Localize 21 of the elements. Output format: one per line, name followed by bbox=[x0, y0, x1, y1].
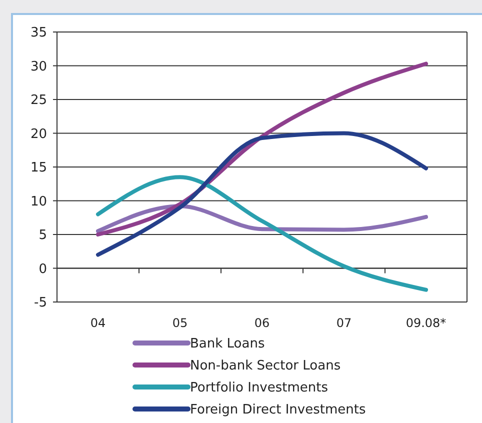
y-tick-label: 0 bbox=[38, 262, 47, 277]
line-series bbox=[96, 204, 428, 234]
y-tick-label: 35 bbox=[30, 26, 47, 41]
y-tick-label: 5 bbox=[38, 228, 47, 244]
x-tick-label: 05 bbox=[172, 316, 188, 330]
line-series bbox=[96, 131, 428, 257]
x-tick-label: 07 bbox=[336, 316, 352, 330]
y-tick-label: 25 bbox=[30, 93, 47, 108]
x-tick-label: 09.08* bbox=[406, 316, 446, 330]
legend-label: Bank Loans bbox=[190, 336, 265, 352]
y-tick-label: 30 bbox=[30, 59, 47, 74]
y-tick-label: 20 bbox=[30, 126, 47, 142]
legend-label: Non-bank Sector Loans bbox=[190, 358, 341, 374]
legend-label: Portfolio Investments bbox=[190, 380, 328, 396]
x-tick-label: 06 bbox=[254, 316, 270, 330]
y-tick-label: -5 bbox=[34, 296, 47, 311]
y-tick-label: 10 bbox=[30, 194, 47, 210]
x-tick-label: 04 bbox=[90, 316, 106, 330]
legend-label: Foreign Direct Investments bbox=[190, 402, 366, 418]
line-series bbox=[96, 175, 428, 292]
y-tick-label: 15 bbox=[30, 160, 47, 176]
